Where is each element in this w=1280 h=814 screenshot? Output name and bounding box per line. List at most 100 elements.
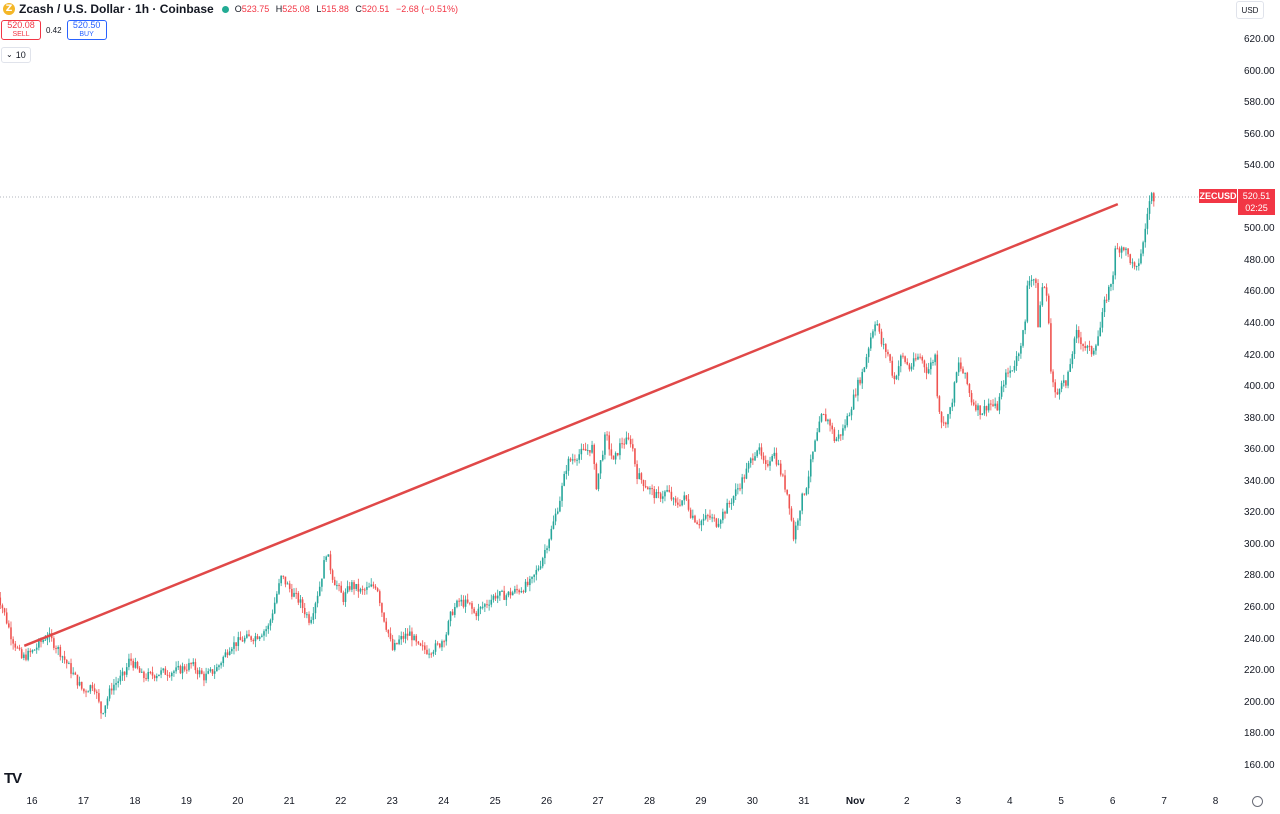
candle-body <box>494 595 497 599</box>
sell-button[interactable]: 520.08 SELL <box>1 20 41 40</box>
candle-body <box>619 443 621 456</box>
candle-body <box>897 366 900 376</box>
zcash-coin-icon[interactable]: Z <box>3 3 15 15</box>
candle-body <box>730 502 733 505</box>
candle-body <box>383 612 385 622</box>
candle-body <box>218 665 220 668</box>
date-tick-label: 16 <box>26 796 38 807</box>
candle-body <box>664 491 666 497</box>
candle-body <box>932 362 934 364</box>
candle-body <box>203 673 205 681</box>
candle-body <box>387 629 390 634</box>
candle-body <box>668 489 671 492</box>
price-tick-label: 160.00 <box>1244 759 1275 771</box>
candle-body <box>889 354 891 361</box>
candle-body <box>779 463 782 475</box>
candle-body <box>1015 356 1018 366</box>
candle-body <box>666 489 668 492</box>
candle-body <box>261 635 263 637</box>
price-tick-label: 480.00 <box>1244 254 1275 266</box>
candle-body <box>149 672 152 674</box>
currency-selector[interactable]: USD <box>1236 1 1264 19</box>
candle-body <box>683 495 686 501</box>
gear-icon[interactable] <box>1252 796 1263 807</box>
candle-body <box>947 414 949 425</box>
buy-button[interactable]: 520.50 BUY <box>66 20 107 40</box>
candle-body <box>276 593 278 603</box>
candle-body <box>1009 370 1011 374</box>
candle-body <box>887 351 889 355</box>
candle-body <box>996 403 999 411</box>
candle-body <box>1140 253 1142 264</box>
market-status-dot[interactable] <box>221 5 229 13</box>
candle-body <box>471 603 473 609</box>
candle-body <box>363 589 366 591</box>
candle-body <box>342 592 345 602</box>
date-tick-label: 29 <box>695 796 707 807</box>
candle-body <box>625 437 628 445</box>
candle-body <box>957 362 960 373</box>
indicator-toggle[interactable]: ⌄ 10 <box>1 47 31 63</box>
candle-body <box>443 641 445 643</box>
date-tick-label: 26 <box>541 796 553 807</box>
date-tick-label: 23 <box>386 796 398 807</box>
candle-body <box>130 658 132 661</box>
candle-body <box>27 650 29 660</box>
candle-body <box>456 600 458 608</box>
candle-body <box>945 422 947 425</box>
candle-body <box>662 496 664 499</box>
candle-body <box>1013 365 1016 371</box>
candle-body <box>366 586 368 590</box>
candle-body <box>737 488 739 490</box>
trade-panel: 520.08 SELL 0.42 520.50 BUY <box>1 20 107 40</box>
candle-body <box>1110 284 1112 287</box>
candle-body <box>252 639 255 642</box>
candle-body <box>544 549 546 559</box>
candle-body <box>906 361 909 365</box>
candle-body <box>872 331 874 338</box>
candle-body <box>338 585 340 587</box>
candle-body <box>1041 287 1044 306</box>
symbol-title[interactable]: Zcash / U.S. Dollar · 1h · Coinbase <box>19 2 214 16</box>
candle-body <box>912 358 915 367</box>
candle-body <box>844 425 846 429</box>
candle-body <box>792 520 795 540</box>
candle-body <box>254 636 257 642</box>
candle-body <box>599 460 602 474</box>
candle-body <box>447 621 450 635</box>
candle-body <box>550 528 553 540</box>
candle-body <box>278 583 280 594</box>
candle-body <box>526 581 529 586</box>
candle-body <box>361 589 364 591</box>
candle-body <box>421 645 424 647</box>
candle-body <box>685 495 688 500</box>
candle-body <box>396 642 398 644</box>
candle-body <box>584 448 587 451</box>
candle-body <box>31 650 34 653</box>
candle-body <box>827 419 829 422</box>
candle-body <box>378 591 381 604</box>
candle-body <box>151 672 154 676</box>
candle-body <box>106 698 109 706</box>
candle-body <box>773 452 776 456</box>
date-tick-label: 4 <box>1006 796 1013 807</box>
candle-body <box>372 584 375 587</box>
candle-body <box>451 611 454 615</box>
candle-body <box>346 586 349 593</box>
candle-body <box>953 382 956 403</box>
candle-body <box>586 450 589 452</box>
candle-body <box>1090 346 1093 355</box>
candle-body <box>233 642 235 649</box>
candle-body <box>880 331 883 345</box>
candle-body <box>164 668 167 675</box>
candle-body <box>990 403 992 405</box>
candle-body <box>207 671 210 674</box>
price-tick-label: 340.00 <box>1244 475 1275 487</box>
tradingview-logo[interactable]: TV <box>4 770 22 787</box>
candle-body <box>647 487 649 490</box>
candle-body <box>104 705 107 714</box>
candle-body <box>239 637 242 641</box>
candle-body <box>758 447 761 451</box>
candle-body <box>728 502 731 505</box>
